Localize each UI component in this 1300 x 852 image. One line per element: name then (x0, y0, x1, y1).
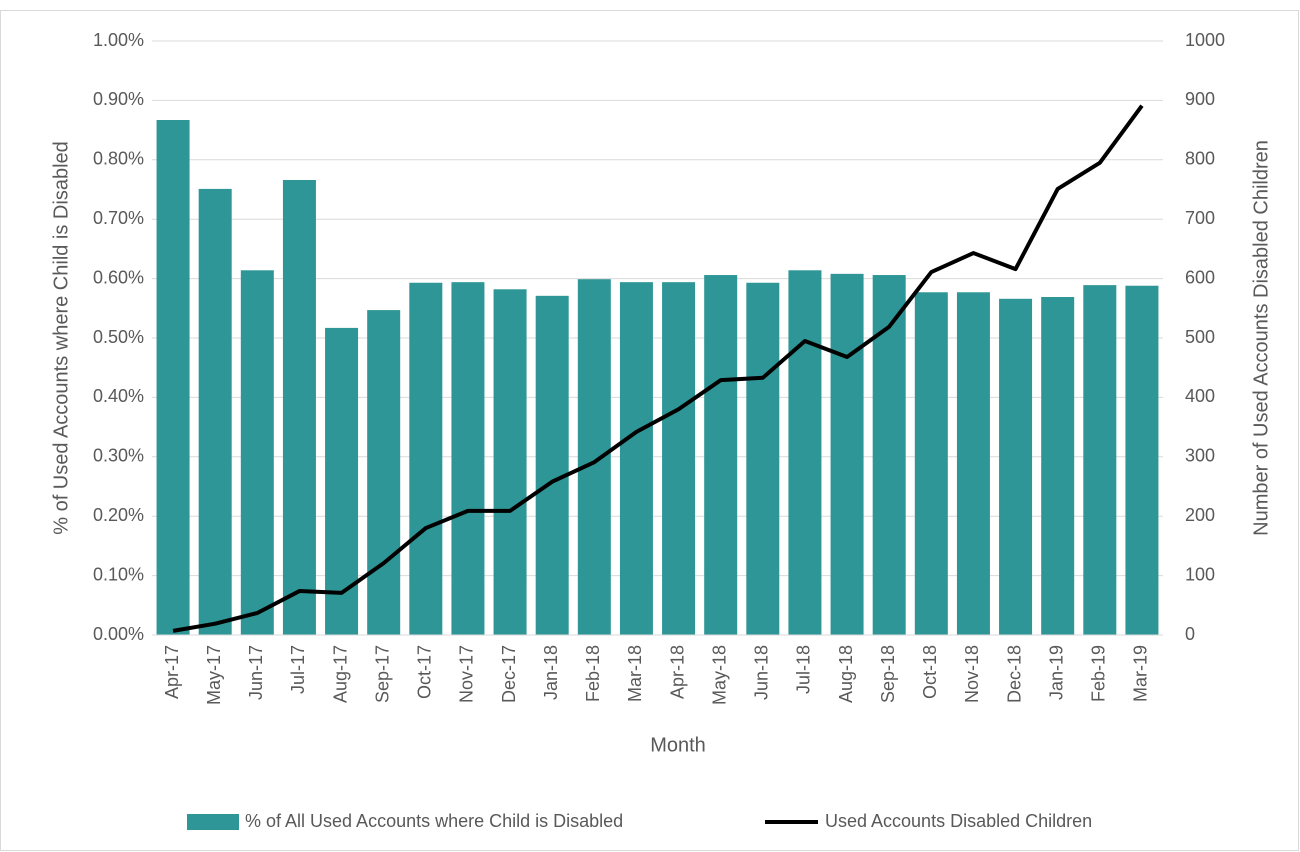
x-tick-label: Mar-19 (1131, 645, 1151, 702)
bar (746, 282, 780, 635)
x-tick-label: Nov-18 (962, 645, 982, 703)
y-tick-label: 1.00% (93, 30, 144, 50)
bar (914, 292, 948, 635)
y2-tick-label: 100 (1185, 564, 1215, 584)
y2-tick-label: 300 (1185, 446, 1215, 466)
x-tick-label: Jul-18 (794, 645, 814, 694)
x-tick-label: May-18 (709, 645, 729, 705)
bar (662, 282, 696, 635)
y-tick-label: 0.40% (93, 386, 144, 406)
x-tick-label: Jul-17 (288, 645, 308, 694)
x-tick-label: Feb-18 (583, 645, 603, 702)
bar (240, 270, 274, 635)
x-tick-label: Dec-18 (1004, 645, 1024, 703)
x-tick-label: Feb-19 (1089, 645, 1109, 702)
y-tick-label: 0.00% (93, 624, 144, 644)
x-tick-label: Aug-18 (836, 645, 856, 703)
y-tick-label: 0.20% (93, 505, 144, 525)
chart-frame (0, 10, 1299, 851)
x-tick-label: Aug-17 (330, 645, 350, 703)
bar (1125, 285, 1159, 635)
bar (325, 327, 359, 635)
bar (830, 273, 864, 635)
bar (788, 270, 822, 635)
y-axis-title: % of Used Accounts where Child is Disabl… (50, 141, 72, 535)
bar (493, 289, 527, 635)
x-tick-label: Apr-18 (667, 645, 687, 699)
bar (999, 298, 1033, 635)
y2-tick-label: 900 (1185, 89, 1215, 109)
y2-tick-label: 700 (1185, 208, 1215, 228)
y-tick-label: 0.70% (93, 208, 144, 228)
x-tick-label: Jan-18 (541, 645, 561, 700)
y2-tick-label: 0 (1185, 624, 1195, 644)
x-tick-label: Jun-18 (752, 645, 772, 700)
bar (535, 295, 569, 635)
x-tick-label: Oct-17 (415, 645, 435, 699)
bar (956, 292, 990, 635)
legend-label: Used Accounts Disabled Children (825, 811, 1092, 831)
x-tick-label: Nov-17 (457, 645, 477, 703)
bar (451, 282, 485, 635)
bar (198, 188, 232, 635)
x-tick-label: Sep-18 (878, 645, 898, 703)
y2-tick-label: 1000 (1185, 30, 1225, 50)
legend-label: % of All Used Accounts where Child is Di… (245, 811, 623, 831)
y-tick-label: 0.80% (93, 149, 144, 169)
x-tick-label: Mar-18 (625, 645, 645, 702)
x-tick-label: Sep-17 (372, 645, 392, 703)
y-tick-label: 0.10% (93, 564, 144, 584)
bar (1083, 285, 1117, 635)
bar (409, 282, 443, 635)
x-tick-label: May-17 (204, 645, 224, 705)
legend-swatch (187, 814, 239, 830)
x-tick-label: Jan-19 (1046, 645, 1066, 700)
bar (156, 120, 190, 635)
bar (577, 279, 611, 635)
y-tick-label: 0.30% (93, 446, 144, 466)
x-tick-label: Jun-17 (246, 645, 266, 700)
y2-tick-label: 200 (1185, 505, 1215, 525)
x-tick-label: Oct-18 (920, 645, 940, 699)
y2-tick-label: 400 (1185, 386, 1215, 406)
y2-tick-label: 500 (1185, 327, 1215, 347)
bar (704, 275, 738, 635)
y-tick-label: 0.60% (93, 267, 144, 287)
y2-tick-label: 600 (1185, 267, 1215, 287)
y2-tick-label: 800 (1185, 149, 1215, 169)
x-tick-label: Dec-17 (499, 645, 519, 703)
x-tick-label: Apr-17 (162, 645, 182, 699)
bar (619, 282, 653, 635)
x-axis-title: Month (650, 734, 706, 756)
bar (1041, 297, 1075, 635)
y-tick-label: 0.50% (93, 327, 144, 347)
bar (282, 179, 316, 635)
line (172, 104, 1144, 633)
y2-axis-title: Number of Used Accounts Disabled Childre… (1250, 140, 1272, 536)
y-tick-label: 0.90% (93, 89, 144, 109)
bar (367, 310, 401, 635)
